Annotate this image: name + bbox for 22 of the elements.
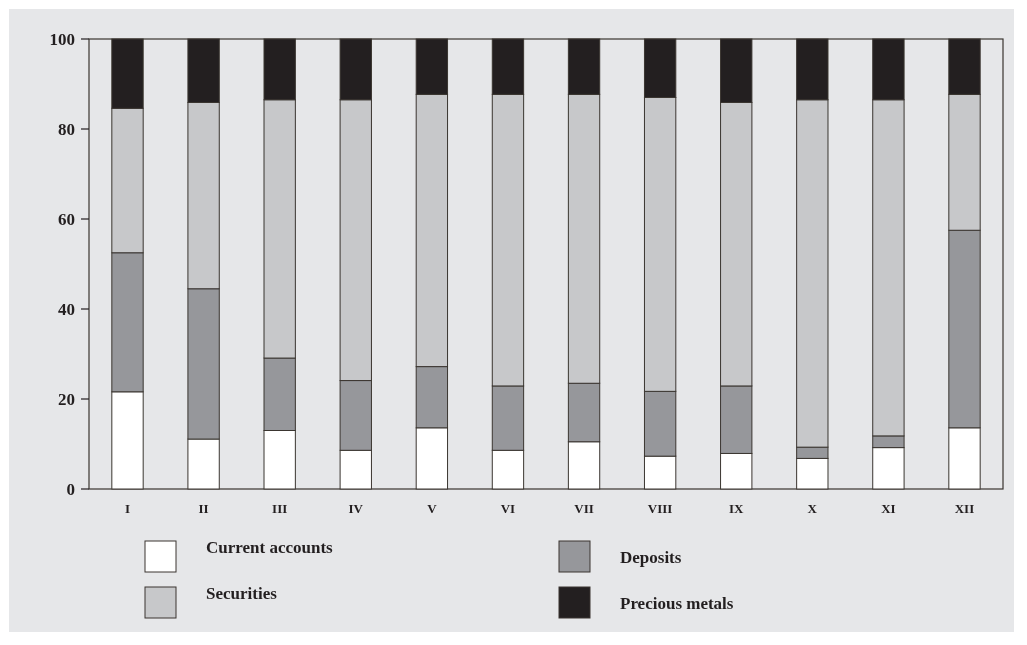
legend-label: Precious metals — [620, 594, 734, 613]
x-tick-label: VII — [574, 501, 594, 516]
x-tick-label: VIII — [647, 501, 673, 516]
x-tick-label: IX — [729, 501, 745, 516]
x-tick-label: V — [427, 501, 438, 516]
x-tick-label: X — [807, 501, 818, 516]
y-tick-label: 40 — [58, 299, 75, 319]
x-tick-label: VI — [500, 501, 516, 516]
legend-label: Deposits — [620, 548, 682, 567]
x-tick-label: III — [272, 501, 288, 516]
x-tick-label: IV — [348, 501, 364, 516]
legend-label: Current accounts — [206, 538, 334, 557]
x-tick-label: II — [198, 501, 209, 516]
legend-label: Securities — [206, 584, 278, 603]
y-tick-label: 60 — [58, 209, 75, 229]
y-tick-label: 80 — [58, 119, 75, 139]
y-tick-label: 0 — [66, 479, 75, 499]
y-tick-label: 100 — [49, 29, 75, 49]
x-tick-label: XII — [954, 501, 975, 516]
y-tick-label: 20 — [58, 389, 75, 409]
x-tick-label: XI — [881, 501, 896, 516]
x-tick-label: I — [124, 501, 131, 516]
